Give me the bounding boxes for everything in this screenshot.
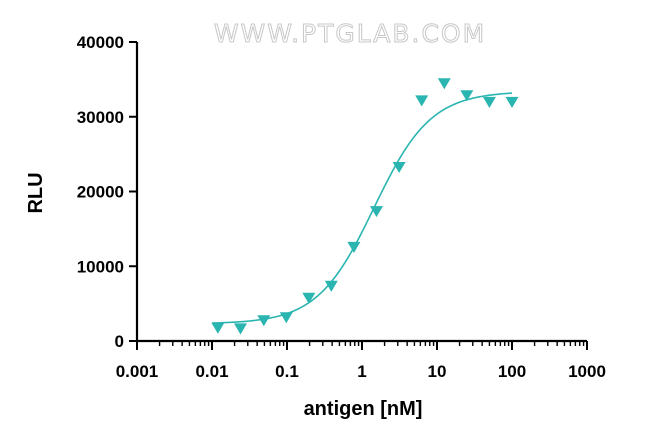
y-tick-label: 40000 [77, 33, 124, 52]
y-tick-label: 10000 [77, 257, 124, 276]
y-axis-label: RLU [25, 172, 47, 213]
data-point [324, 280, 338, 292]
x-tick-label: 0.1 [275, 362, 299, 381]
data-point [460, 90, 474, 102]
data-point [505, 96, 519, 108]
watermark: WWW.PTGLAB.COM [214, 19, 486, 48]
data-point [370, 206, 383, 218]
data-point [234, 323, 247, 335]
data-point [279, 312, 293, 324]
x-tick-label: 100 [498, 362, 526, 381]
data-point [347, 241, 361, 253]
data-point [211, 322, 225, 334]
data-point [302, 292, 316, 304]
y-tick-label: 0 [115, 332, 124, 351]
x-tick-label: 1000 [568, 362, 606, 381]
fit-curve [211, 92, 513, 324]
x-tick-label: 1 [357, 362, 366, 381]
axes: 0 10000 20000 30000 40000 0.001 0.01 0.1 1 10 100 1… [77, 33, 606, 381]
x-axis-label: antigen [nM] [304, 398, 423, 420]
y-tick-label: 30000 [77, 108, 124, 127]
data-point [437, 78, 451, 90]
data-point [392, 162, 406, 173]
y-tick-label: 20000 [77, 183, 124, 202]
x-tick-label: 10 [428, 362, 447, 381]
x-tick-label: 0.001 [116, 362, 159, 381]
data-points [211, 78, 519, 335]
data-point [257, 315, 271, 327]
data-point [415, 95, 429, 107]
x-tick-label: 0.01 [195, 362, 228, 381]
data-point [482, 96, 496, 108]
fit-curve-layer [211, 92, 513, 324]
